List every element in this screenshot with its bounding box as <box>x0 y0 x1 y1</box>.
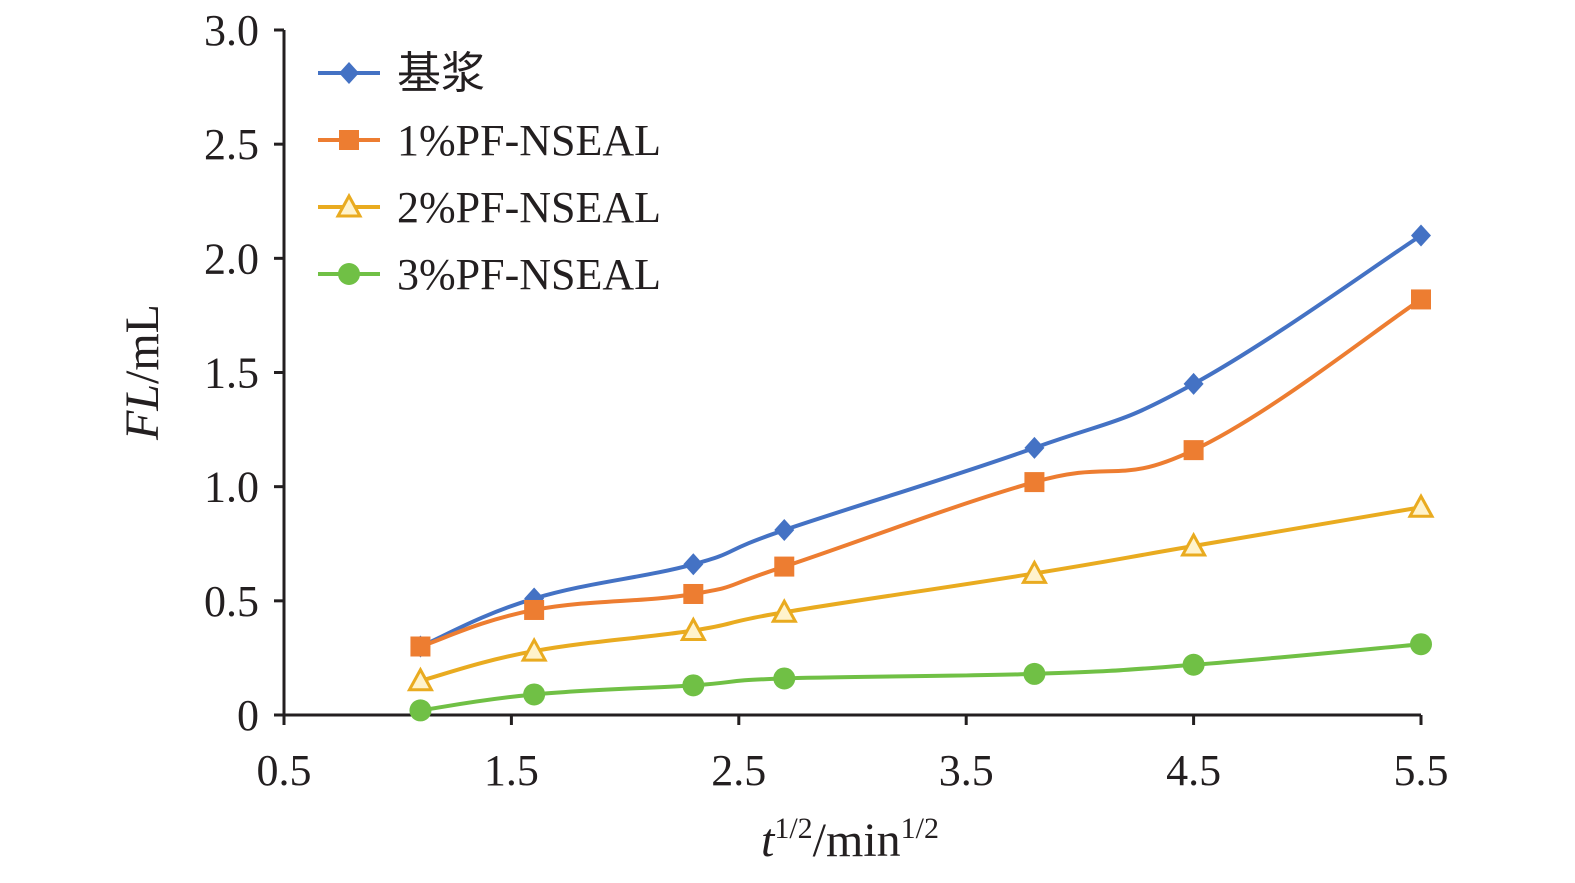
data-point-triangle <box>406 666 434 692</box>
axis-titles: FL/mL t1/2/min1/2 <box>116 304 939 867</box>
y-tick-label: 3.0 <box>204 6 259 55</box>
data-point-circle <box>409 699 432 722</box>
y-axis-variable: FL <box>116 384 169 441</box>
data-point-diamond <box>1024 436 1045 459</box>
legend-label: 基浆 <box>397 49 485 98</box>
y-tick-label: 1.5 <box>204 349 259 398</box>
legend-label: 3%PF-NSEAL <box>397 250 661 299</box>
data-point-square <box>1183 440 1204 461</box>
x-axis-title: t1/2/min1/2 <box>761 812 939 867</box>
y-axis-title: FL/mL <box>116 304 169 441</box>
data-point-triangle <box>679 616 707 642</box>
legend-label: 2%PF-NSEAL <box>397 183 661 232</box>
series-line <box>419 505 1422 683</box>
legend-marker-square <box>339 130 359 150</box>
data-point-circle <box>1182 653 1205 676</box>
x-tick-label: 0.5 <box>257 746 312 795</box>
y-tick-label: 1.0 <box>204 463 259 512</box>
legend-label: 1%PF-NSEAL <box>397 116 661 165</box>
legend-marker-triangle <box>335 192 363 218</box>
legend-entry: 1%PF-NSEAL <box>318 116 661 165</box>
series-3 <box>406 493 1435 692</box>
series-4 <box>409 633 1432 722</box>
legend-entry: 基浆 <box>318 49 485 98</box>
series-line <box>419 297 1423 649</box>
x-tick-label: 2.5 <box>711 746 766 795</box>
series-1 <box>410 224 1431 658</box>
data-point-circle <box>1023 662 1046 685</box>
x-axis-variable-sup: 1/2 <box>774 812 812 845</box>
x-tick-label: 3.5 <box>939 746 994 795</box>
data-point-circle <box>1410 633 1432 656</box>
data-point-diamond <box>1183 372 1204 395</box>
data-point-square <box>410 636 431 657</box>
series-line <box>420 642 1422 713</box>
data-point-triangle <box>1020 559 1048 584</box>
y-axis-unit: /mL <box>116 304 169 384</box>
data-point-diamond <box>1411 224 1431 247</box>
data-point-diamond <box>683 553 704 576</box>
series-line <box>419 233 1423 649</box>
x-axis-unit-sup: 1/2 <box>901 812 939 845</box>
data-point-circle <box>682 674 705 697</box>
data-point-square <box>524 599 545 620</box>
data-point-diamond <box>774 519 795 542</box>
series-2 <box>410 289 1431 657</box>
x-tick-label: 4.5 <box>1166 746 1221 795</box>
legend-marker-circle <box>338 263 360 285</box>
x-tick-label: 5.5 <box>1394 746 1449 795</box>
series-layer <box>406 224 1435 722</box>
data-point-square <box>683 583 704 604</box>
x-axis-unit: /min <box>813 814 901 867</box>
x-axis-variable: t <box>761 814 776 867</box>
y-tick-label: 2.0 <box>204 234 259 283</box>
data-point-square <box>1024 472 1045 493</box>
y-tick-label: 0 <box>237 691 259 740</box>
data-point-circle <box>523 683 546 706</box>
data-point-square <box>1411 289 1431 310</box>
data-point-square <box>774 556 795 577</box>
data-point-triangle <box>1180 531 1208 557</box>
data-point-circle <box>773 667 796 690</box>
y-tick-label: 0.5 <box>204 577 259 626</box>
axes: 0 0.5 1.0 1.5 2.0 2.5 3.0 0.5 1.5 2.5 3.5 4.5 5.5 <box>204 6 1449 795</box>
legend-marker-diamond <box>339 62 359 84</box>
data-point-triangle <box>1407 493 1435 518</box>
data-point-triangle <box>520 636 548 662</box>
legend-entry: 3%PF-NSEAL <box>318 250 661 299</box>
data-point-triangle <box>770 598 798 623</box>
y-tick-label: 2.5 <box>204 120 259 169</box>
x-tick-label: 1.5 <box>484 746 539 795</box>
legend: 基浆 1%PF-NSEAL 2%PF-NSEAL 3%PF-NSEAL <box>318 49 661 299</box>
legend-entry: 2%PF-NSEAL <box>318 183 661 232</box>
